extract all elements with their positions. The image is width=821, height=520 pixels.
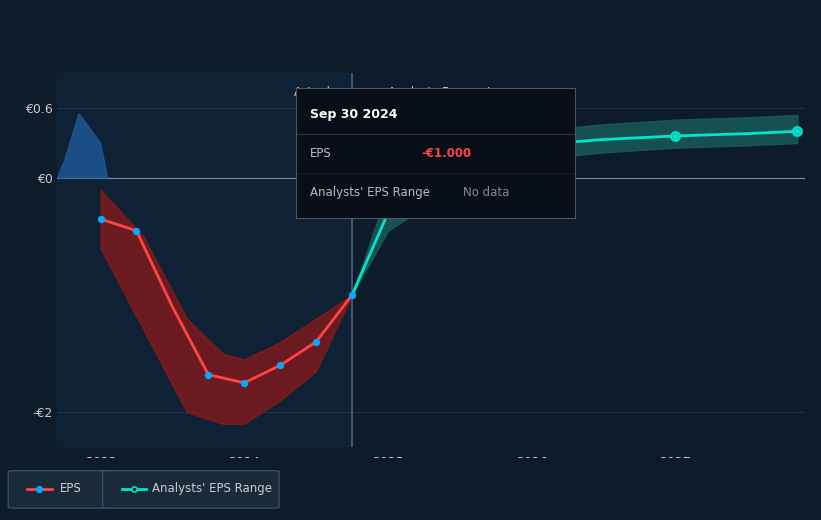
Point [130,227,143,235]
Point [381,209,394,217]
Text: Analysts' EPS Range: Analysts' EPS Range [310,186,429,199]
Polygon shape [57,114,108,178]
FancyBboxPatch shape [8,471,107,508]
Point [127,485,140,493]
Point [202,370,215,379]
Point [346,291,359,300]
Point [668,132,681,140]
Text: No data: No data [463,186,509,199]
Bar [57,73,352,447]
Text: EPS: EPS [310,147,331,160]
Point [525,141,538,150]
Text: Analysts' EPS Range: Analysts' EPS Range [152,483,272,495]
Text: Analysts Forecasts: Analysts Forecasts [388,85,498,99]
Point [94,215,108,223]
Point [791,127,804,135]
Point [791,127,804,135]
Point [668,132,681,140]
Text: Sep 30 2024: Sep 30 2024 [310,108,397,121]
FancyBboxPatch shape [103,471,279,508]
Point [381,209,394,217]
Point [525,141,538,150]
Text: -€1.000: -€1.000 [421,147,471,160]
Text: EPS: EPS [60,483,81,495]
Point [273,361,287,370]
Text: Actual: Actual [293,85,330,99]
Point [237,379,250,387]
Point [33,485,46,493]
Point [310,338,323,346]
